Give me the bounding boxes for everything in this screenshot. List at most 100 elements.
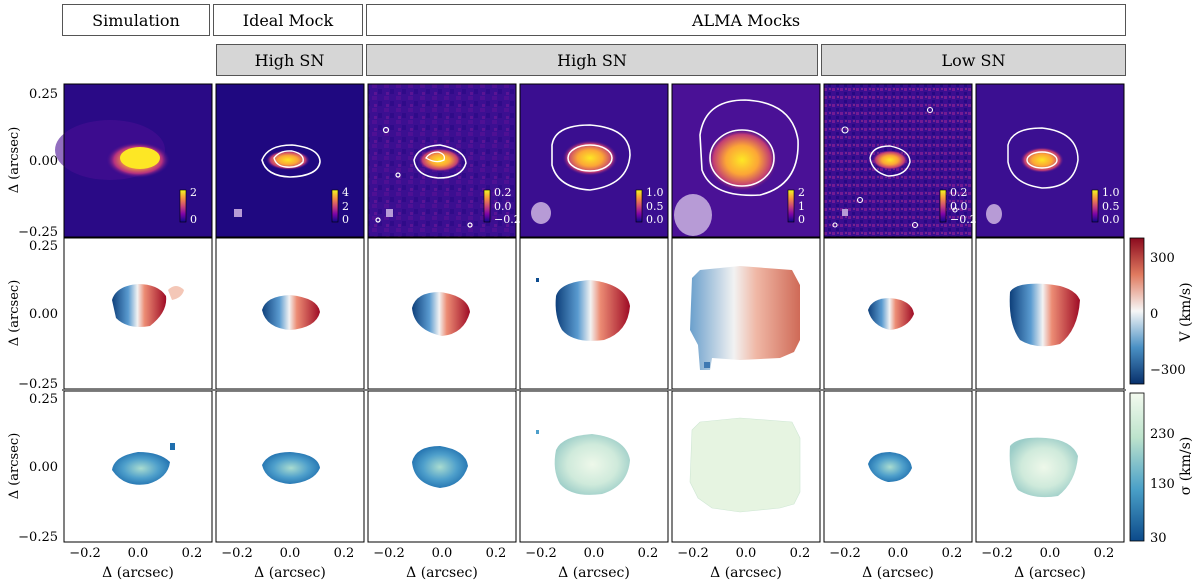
svg-text:0.00: 0.00 xyxy=(29,460,58,475)
cbar-tick: 2 xyxy=(342,200,349,213)
svg-text:0.0: 0.0 xyxy=(128,546,149,561)
cbar-tick: 2 xyxy=(798,186,805,199)
svg-text:0.25: 0.25 xyxy=(29,239,58,254)
panel-alma-high-3-dispersion xyxy=(671,390,821,543)
panel-sim-velocity xyxy=(63,237,213,390)
header-alma-high-sn: High SN xyxy=(366,44,818,76)
cbar-tick: 0 xyxy=(798,213,805,226)
velocity-tick: 0 xyxy=(1150,307,1158,322)
panel-ideal-dispersion xyxy=(215,390,365,543)
svg-text:0.25: 0.25 xyxy=(29,392,58,407)
panel-alma-low-2-intensity xyxy=(975,83,1125,238)
cbar-tick: 2 xyxy=(190,186,197,199)
panel-ideal-intensity xyxy=(215,83,365,238)
panel-alma-low-2-dispersion xyxy=(975,390,1125,543)
svg-text:−0.25: −0.25 xyxy=(18,225,58,240)
svg-text:0.0: 0.0 xyxy=(280,546,301,561)
cbar-tick: 0.0 xyxy=(494,200,512,213)
svg-text:0.0: 0.0 xyxy=(1040,546,1061,561)
panel-alma-high-2-intensity xyxy=(519,83,669,238)
svg-text:Δ (arcsec): Δ (arcsec) xyxy=(102,565,174,581)
header-ideal-high-sn: High SN xyxy=(216,44,363,76)
cbar-tick: 0.2 xyxy=(950,186,968,199)
svg-text:−0.2: −0.2 xyxy=(525,546,557,561)
svg-text:0.25: 0.25 xyxy=(29,87,58,102)
y-axis-row2: 0.25 0.00 −0.25 Δ (arcsec) xyxy=(7,239,58,392)
x-axis-ticks: −0.2 0.0 0.2 −0.2 0.0 0.2 −0.2 0.0 0.2 −0.2 0.0… xyxy=(69,546,1114,561)
svg-text:−0.25: −0.25 xyxy=(18,530,58,545)
svg-text:−0.2: −0.2 xyxy=(677,546,709,561)
dispersion-colorbar: 230 130 30 σ (km/s) xyxy=(1129,392,1194,546)
panel-sim-dispersion xyxy=(63,390,213,543)
panel-alma-low-1-intensity xyxy=(823,83,973,238)
cbar-tick: −0.2 xyxy=(494,213,521,226)
svg-text:Δ (arcsec): Δ (arcsec) xyxy=(406,565,478,581)
panel-ideal-velocity xyxy=(215,237,365,390)
header-alma-mocks: ALMA Mocks xyxy=(366,4,1126,36)
cbar-tick: 1.0 xyxy=(1102,186,1120,199)
svg-text:Δ (arcsec): Δ (arcsec) xyxy=(254,565,326,581)
velocity-tick: −300 xyxy=(1150,363,1186,378)
cbar-tick: 0.0 xyxy=(1102,213,1120,226)
y-axis-label: Δ (arcsec) xyxy=(7,127,22,194)
svg-text:0.2: 0.2 xyxy=(334,546,355,561)
intensity-colorbar-ticks: 2 0 4 2 0 0.2 0.0 −0.2 1.0 0.5 0.0 2 1 0… xyxy=(190,186,1120,226)
panel-alma-high-2-velocity xyxy=(519,237,669,390)
cbar-tick: 0 xyxy=(342,213,349,226)
y-axis-label: Δ (arcsec) xyxy=(7,433,22,500)
header-ideal-mock: Ideal Mock xyxy=(213,4,363,36)
intensity-colorbars xyxy=(179,189,1099,223)
svg-text:−0.2: −0.2 xyxy=(829,546,861,561)
panel-alma-high-1-velocity xyxy=(367,237,517,390)
svg-text:0.0: 0.0 xyxy=(584,546,605,561)
svg-text:0.2: 0.2 xyxy=(790,546,811,561)
panel-alma-high-2-dispersion xyxy=(519,390,669,543)
panel-sim-intensity xyxy=(55,83,213,238)
panel-alma-high-1-intensity xyxy=(367,83,517,238)
panel-alma-high-3-velocity xyxy=(671,237,821,390)
svg-text:0.2: 0.2 xyxy=(638,546,659,561)
y-axis-label: Δ (arcsec) xyxy=(7,280,22,347)
header-alma-low-sn: Low SN xyxy=(821,44,1126,76)
panel-alma-high-1-dispersion xyxy=(367,390,517,543)
svg-text:0.2: 0.2 xyxy=(486,546,507,561)
svg-text:0.2: 0.2 xyxy=(942,546,963,561)
svg-text:Δ (arcsec): Δ (arcsec) xyxy=(710,565,782,581)
svg-text:−0.2: −0.2 xyxy=(221,546,253,561)
svg-text:−0.2: −0.2 xyxy=(69,546,101,561)
velocity-tick: 300 xyxy=(1150,251,1175,266)
dispersion-tick: 30 xyxy=(1150,531,1167,546)
svg-text:Δ (arcsec): Δ (arcsec) xyxy=(558,565,630,581)
cbar-tick: 0.2 xyxy=(494,186,512,199)
svg-text:0.0: 0.0 xyxy=(432,546,453,561)
y-axis-row1: 0.25 0.00 −0.25 Δ (arcsec) xyxy=(7,87,58,240)
panel-alma-high-3-intensity xyxy=(671,83,821,238)
svg-text:0.0: 0.0 xyxy=(888,546,909,561)
svg-text:−0.25: −0.25 xyxy=(18,377,58,392)
header-simulation: Simulation xyxy=(62,4,210,36)
panel-alma-low-1-velocity xyxy=(823,237,973,390)
x-axis-labels: Δ (arcsec) Δ (arcsec) Δ (arcsec) Δ (arcs… xyxy=(102,565,1086,581)
cbar-tick: 0.0 xyxy=(646,213,664,226)
panel-alma-low-2-velocity xyxy=(975,237,1125,390)
cbar-tick: −0.2 xyxy=(950,213,977,226)
svg-text:0.00: 0.00 xyxy=(29,307,58,322)
svg-text:0.00: 0.00 xyxy=(29,154,58,169)
cbar-tick: 0.0 xyxy=(950,200,968,213)
svg-text:−0.2: −0.2 xyxy=(981,546,1013,561)
cbar-tick: 0.5 xyxy=(646,200,664,213)
cbar-tick: 0 xyxy=(190,213,197,226)
svg-text:0.2: 0.2 xyxy=(1094,546,1115,561)
cbar-tick: 4 xyxy=(342,186,349,199)
dispersion-colorbar-label: σ (km/s) xyxy=(1178,437,1194,496)
svg-text:Δ (arcsec): Δ (arcsec) xyxy=(1014,565,1086,581)
svg-text:−0.2: −0.2 xyxy=(373,546,405,561)
cbar-tick: 1 xyxy=(798,200,805,213)
svg-text:0.2: 0.2 xyxy=(182,546,203,561)
velocity-colorbar-label: V (km/s) xyxy=(1178,282,1194,342)
cbar-tick: 0.5 xyxy=(1102,200,1120,213)
svg-text:0.0: 0.0 xyxy=(736,546,757,561)
panel-alma-low-1-dispersion xyxy=(823,390,973,543)
cbar-tick: 1.0 xyxy=(646,186,664,199)
